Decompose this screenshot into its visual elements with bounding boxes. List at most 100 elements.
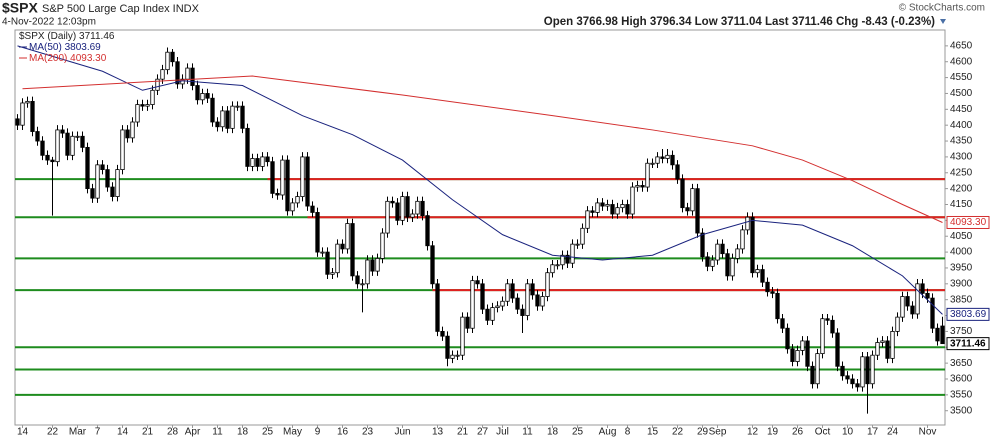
candle-body <box>715 243 720 261</box>
candle-body <box>360 283 365 286</box>
candle-body <box>680 178 685 209</box>
candle-body <box>210 97 215 123</box>
x-tick-label: Sep <box>709 427 727 438</box>
candle-body <box>560 254 565 266</box>
legend-value: 3803.69 <box>65 42 102 53</box>
candle-body <box>295 196 300 204</box>
candle-body <box>920 283 925 294</box>
x-tick-label: Apr <box>185 427 201 438</box>
candle-body <box>85 146 90 190</box>
candle-body <box>120 129 125 170</box>
candle-body <box>280 159 285 196</box>
candle-body <box>355 275 360 285</box>
candle-body <box>465 316 470 329</box>
x-tick-label: May <box>283 427 302 438</box>
y-tick-label: 4300 <box>950 152 973 163</box>
candle-body <box>740 229 745 250</box>
candle-body <box>55 129 60 163</box>
x-tick-label: Mar <box>69 427 87 438</box>
x-tick-label: 28 <box>167 427 179 438</box>
candle-body <box>595 202 600 213</box>
candle-body <box>895 316 900 332</box>
candle-body <box>315 212 320 253</box>
x-tick-label: 29 <box>697 427 709 438</box>
candle-body <box>685 207 690 212</box>
candle-body <box>350 223 355 277</box>
candle-body <box>345 223 350 250</box>
y-tick-label: 4050 <box>950 231 973 242</box>
y-tick-label: 4650 <box>950 41 973 52</box>
candle-body <box>795 350 800 362</box>
legend-ma50: MA(50) 3803.69 <box>29 42 101 53</box>
candle-body <box>630 186 635 215</box>
last-value-label: 3711.46 <box>950 338 986 349</box>
candle-body <box>165 51 170 71</box>
candle-body <box>940 325 945 345</box>
x-tick-label: 11 <box>212 427 223 438</box>
candle-body <box>140 104 145 107</box>
candle-body <box>285 159 290 212</box>
candle-body <box>380 232 385 259</box>
candle-body <box>540 296 545 307</box>
candle-body <box>845 375 850 380</box>
candle-body <box>475 280 480 285</box>
legend-label: MA(50) <box>29 42 62 53</box>
candle-body <box>855 383 860 388</box>
candle-body <box>400 196 405 221</box>
x-tick-label: Jun <box>394 427 410 438</box>
candle-body <box>225 110 230 129</box>
candle-body <box>100 164 105 170</box>
y-tick-label: 3750 <box>950 326 973 337</box>
candle-body <box>785 327 790 350</box>
y-tick-label: 3500 <box>950 405 973 416</box>
candle-body <box>535 294 540 307</box>
candle-body <box>905 296 910 307</box>
candle-body <box>330 272 335 275</box>
candle-body <box>75 135 80 138</box>
candle-body <box>725 253 730 277</box>
candle-body <box>900 296 905 318</box>
candle-body <box>365 259 370 285</box>
candle-body <box>455 354 460 357</box>
candle-body <box>480 283 485 310</box>
dropdown-arrow[interactable] <box>940 19 946 24</box>
candle-body <box>270 161 275 194</box>
x-tick-label: 17 <box>867 427 879 438</box>
y-tick-label: 3950 <box>950 263 973 274</box>
candle-body <box>590 210 595 213</box>
candle-body <box>60 129 65 134</box>
candle-body <box>835 332 840 367</box>
candle-body <box>30 100 35 132</box>
candle-body <box>310 205 315 213</box>
candle-body <box>880 340 885 343</box>
index-name: S&P 500 Large Cap Index INDX <box>42 3 200 15</box>
candle-body <box>575 243 580 246</box>
last-value-box <box>946 337 990 351</box>
candle-body <box>670 154 675 166</box>
candle-body <box>470 280 475 329</box>
candle-body <box>625 204 630 215</box>
credit: © StockCharts.com <box>899 3 985 14</box>
x-tick-label: Aug <box>599 427 617 438</box>
candle-body <box>730 258 735 277</box>
candle-body <box>790 348 795 362</box>
candle-body <box>890 331 895 359</box>
candle-body <box>265 156 270 163</box>
candle-body <box>290 202 295 212</box>
candle-body <box>645 162 650 188</box>
candle-body <box>125 129 130 139</box>
candle-body <box>115 169 120 197</box>
candle-body <box>375 258 380 272</box>
x-tick-label: 7 <box>95 427 101 438</box>
symbol: $SPX <box>2 0 38 16</box>
moving-average <box>17 45 943 315</box>
x-tick-label: 10 <box>842 427 854 438</box>
candle-body <box>840 365 845 377</box>
candle-body <box>580 227 585 245</box>
candle-body <box>205 93 210 99</box>
candle-body <box>200 93 205 101</box>
candle-body <box>130 121 135 139</box>
x-tick-label: 19 <box>767 427 779 438</box>
candle-body <box>135 104 140 123</box>
